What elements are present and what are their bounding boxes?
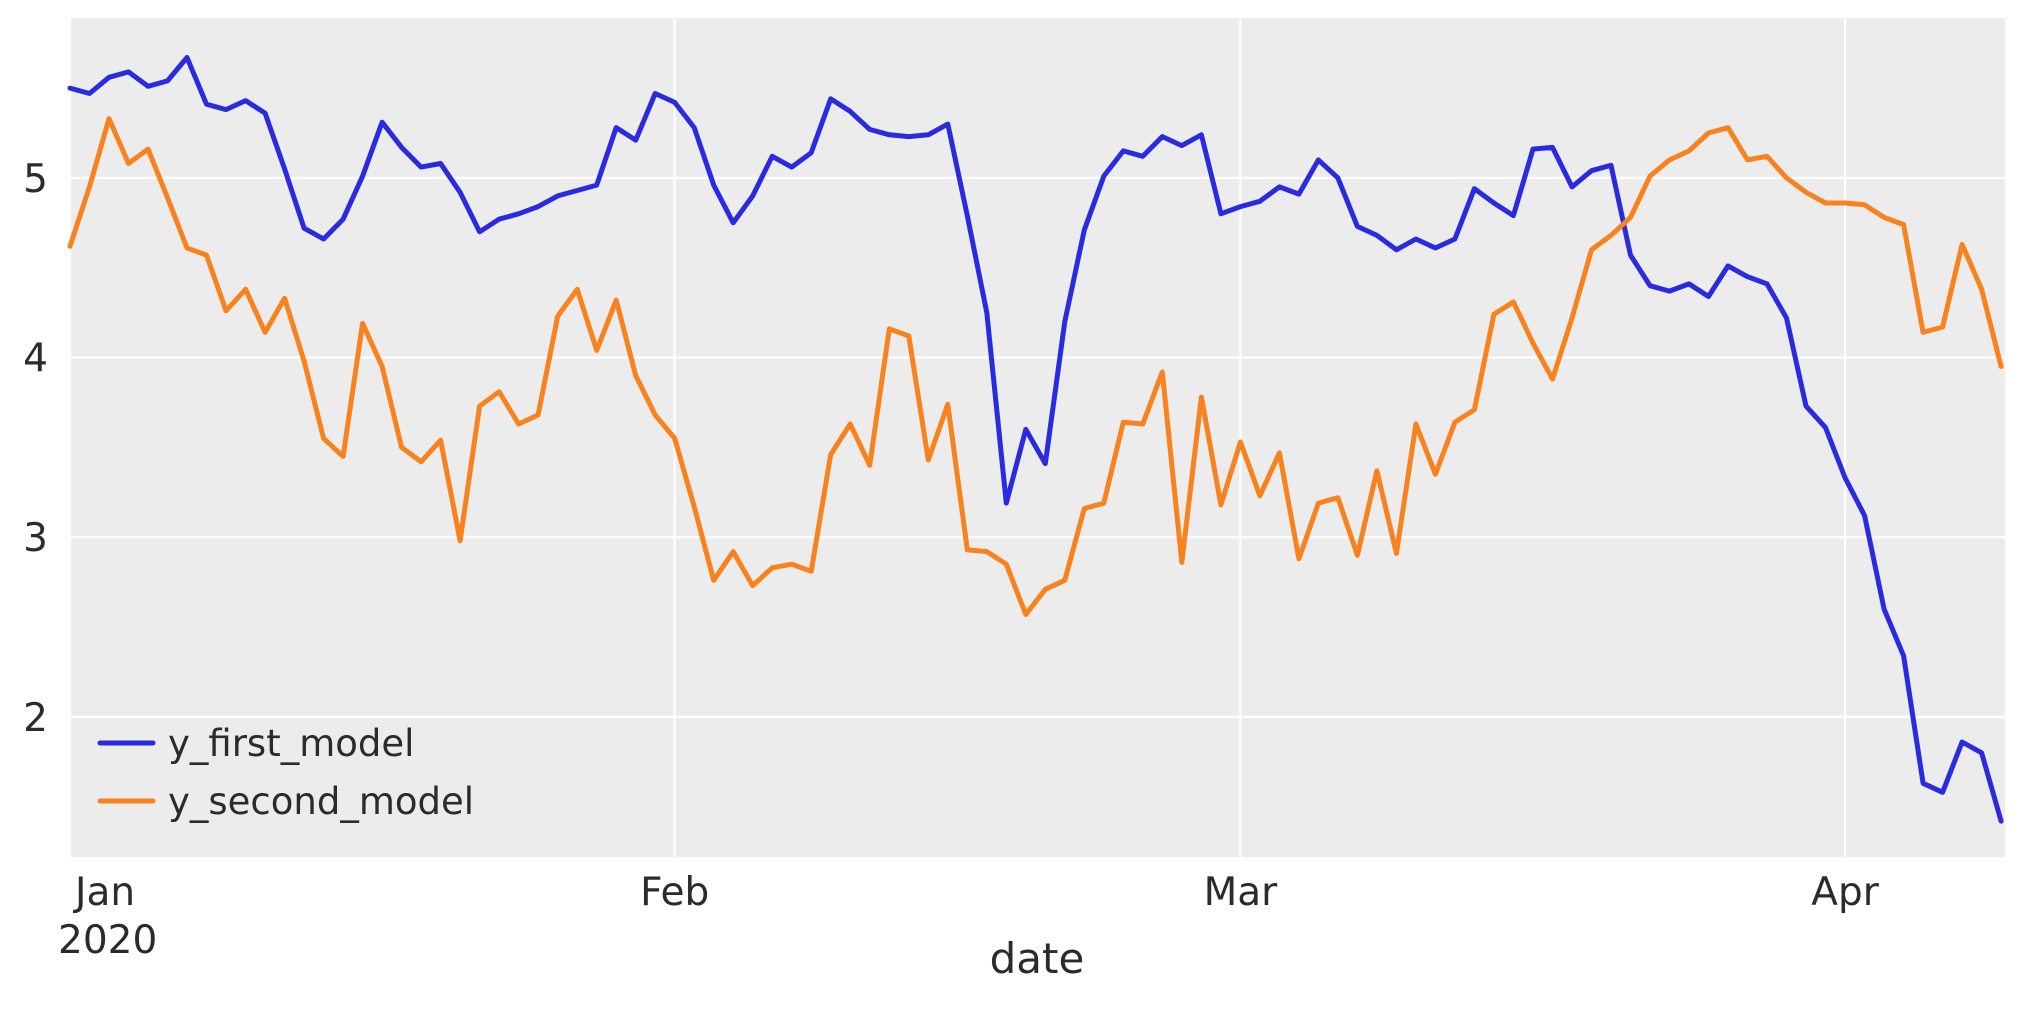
x-tick-label-feb: Feb [640,870,709,915]
y-axis-tick-labels: 2 3 4 5 [23,157,48,741]
series-lines [67,55,2004,824]
series-line-y-first-model [67,55,2004,824]
y-tick-label-5: 5 [23,157,48,202]
series-line-y-second-model [67,116,2004,617]
gridlines [68,18,2005,857]
x-tick-label-mar: Mar [1204,870,1279,915]
x-tick-label-apr: Apr [1811,870,1879,915]
y-tick-label-3: 3 [23,516,48,561]
legend: y_first_model y_second_model [97,722,474,823]
legend-label-y-first-model: y_first_model [168,722,414,765]
legend-label-y-second-model: y_second_model [168,780,474,823]
x-tick-label-jan: Jan [72,870,135,915]
x-tick-year-label: 2020 [58,918,157,963]
y-tick-label-4: 4 [23,337,48,382]
y-tick-label-2: 2 [23,696,48,741]
x-axis-title: date [990,934,1085,983]
